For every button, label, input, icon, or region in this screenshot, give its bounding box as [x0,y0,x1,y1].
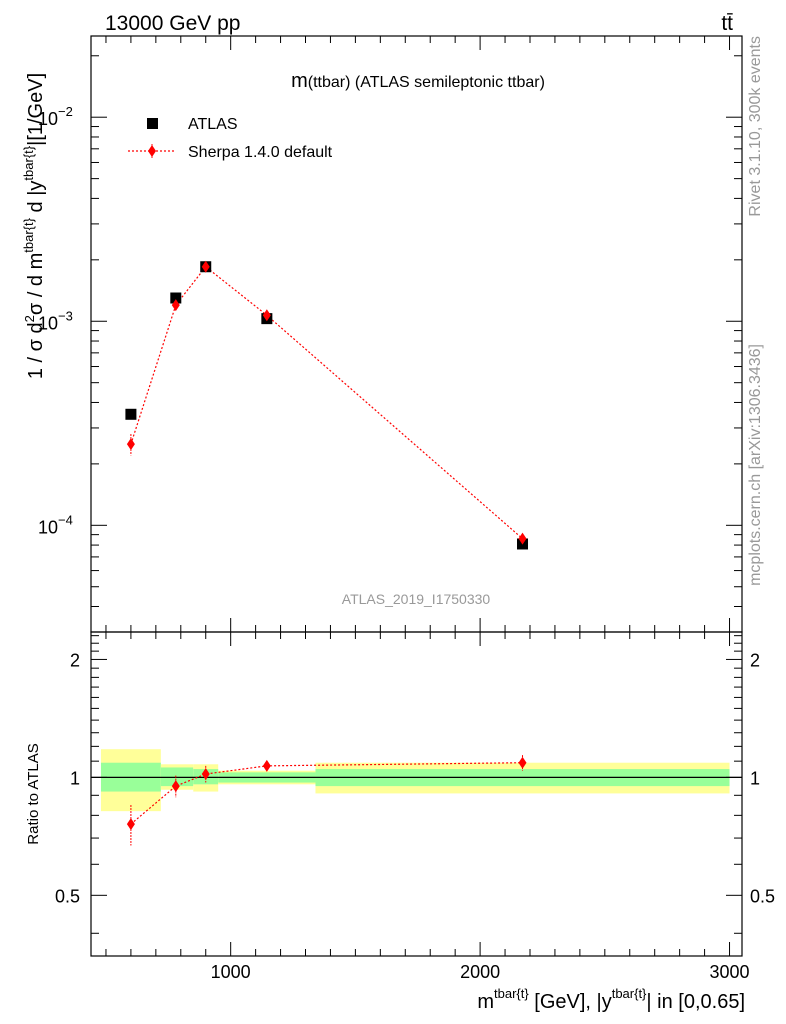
ratio-series-lines [130,762,523,825]
ratio-y-tick-label-right: 2 [750,650,760,670]
ratio-sherpa-point [171,780,180,793]
legend-sherpa-label: Sherpa 1.4.0 default [188,144,333,161]
legend: ATLAS Sherpa 1.4.0 default [128,116,333,161]
main-y-tick-label: 10−2 [38,104,73,129]
header-right: tt̄ [721,12,733,35]
ratio-frame [90,631,743,957]
main-axes: 10−4 10−3 10−2 [38,36,742,633]
ratio-sherpa-point [126,818,135,831]
x-tick-label: 1000 [211,962,251,982]
sherpa-point [201,260,210,273]
main-y-tick-label: 10−4 [38,512,73,537]
rivet-version-label: Rivet 3.1.10, 300k events [747,36,764,217]
sherpa-point [262,309,271,322]
ratio-panel: 1000 2000 3000 0.5 0.5 1 1 2 2 Ratio to ATLAS mt… [25,631,775,1013]
sherpa-point [126,438,135,451]
main-y-axis-label: 1 / σ d2σ / d mtbar{t} d |ytbar{t}|[1/Ge… [21,73,47,379]
sherpa-line [130,265,523,540]
ratio-y-tick-label-right: 0.5 [750,886,775,906]
ratio-y-tick-label-left: 1 [70,768,80,788]
ratio-sherpa-point [201,768,210,781]
atlas-point [170,292,182,304]
x-tick-label: 3000 [710,962,750,982]
ratio-y-tick-label-right: 1 [750,768,760,788]
ratio-uncertainty-bands [100,749,730,812]
legend-atlas-marker [147,118,158,129]
main-panel: 10−4 10−3 10−2 m(ttbar) (ATLAS semileptoni… [21,35,743,633]
ratio-y-axis-label: Ratio to ATLAS [25,743,42,844]
plot-title-rest: (ttbar) (ATLAS semileptonic ttbar) [308,74,545,91]
mcplots-source-label: mcplots.cern.ch [arXiv:1306.3436] [747,344,764,586]
ratio-axes: 1000 2000 3000 0.5 0.5 1 1 2 2 [55,632,775,982]
header-left: 13000 GeV pp [105,12,240,35]
ratio-sherpa-point [262,759,271,772]
legend-sherpa-marker [148,145,156,157]
ratio-y-tick-label-left: 0.5 [55,886,80,906]
sherpa-point [518,532,527,545]
ratio-sherpa-line [130,762,523,825]
legend-atlas-label: ATLAS [188,116,238,133]
x-tick-label: 2000 [460,962,500,982]
main-series-lines [130,265,523,540]
main-y-tick-label: 10−3 [38,308,73,333]
ratio-data-points [126,755,527,846]
plot-title: m(ttbar) (ATLAS semileptonic ttbar) [291,70,545,92]
sherpa-point [171,299,180,312]
ratio-y-tick-label-left: 2 [70,650,80,670]
analysis-watermark: ATLAS_2019_I1750330 [342,591,491,607]
atlas-point [125,408,137,420]
x-axis-label: mtbar{t} [GeV], |ytbar{t}| in [0,0.65] [477,986,745,1013]
plot-title-main: m [291,70,308,92]
ratio-sherpa-point [518,756,527,769]
main-data-points [125,260,529,550]
